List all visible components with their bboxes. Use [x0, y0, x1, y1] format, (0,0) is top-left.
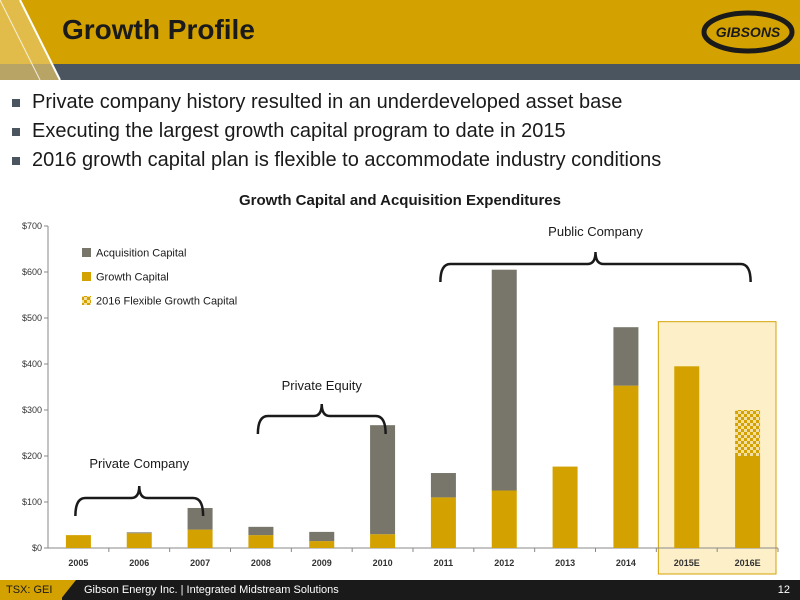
gibson-logo: GIBSONS — [701, 10, 795, 54]
bar-acquisition-capital — [370, 425, 396, 535]
bar-acquisition-capital — [491, 269, 517, 491]
bar-acquisition-capital — [309, 531, 335, 542]
x-tick-label: 2013 — [555, 558, 575, 568]
x-tick-label: 2012 — [494, 558, 514, 568]
footer-divider — [60, 580, 76, 600]
annotation-label: Private Company — [89, 456, 189, 471]
bullet-marker-icon — [12, 98, 20, 107]
bar-growth-capital — [126, 533, 152, 548]
y-tick-label: $600 — [22, 267, 42, 277]
x-tick-label: 2016E — [735, 558, 761, 568]
x-tick-label: 2006 — [129, 558, 149, 568]
bar-growth-capital — [65, 535, 91, 548]
y-tick-label: $0 — [32, 543, 42, 553]
annotation-label: Private Equity — [282, 378, 363, 393]
y-tick-label: $500 — [22, 313, 42, 323]
bar-growth-capital — [552, 466, 578, 548]
y-tick-label: $400 — [22, 359, 42, 369]
bar-acquisition-capital — [430, 473, 456, 498]
legend-label: Growth Capital — [96, 272, 169, 284]
logo-text: GIBSONS — [716, 24, 781, 40]
bullet-marker-icon — [12, 156, 20, 165]
bar-flexible-growth-capital — [735, 410, 761, 456]
x-tick-label: 2015E — [674, 558, 700, 568]
bullet-item: Executing the largest growth capital pro… — [8, 117, 798, 146]
bar-growth-capital — [613, 385, 639, 548]
bullet-item: 2016 growth capital plan is flexible to … — [8, 146, 798, 175]
bar-growth-capital — [187, 529, 213, 548]
annotation-label: Public Company — [548, 224, 643, 239]
footer-bar: TSX: GEI Gibson Energy Inc. | Integrated… — [0, 580, 800, 600]
bar-growth-capital — [735, 456, 761, 548]
page-title: Growth Profile — [62, 14, 255, 45]
x-tick-label: 2007 — [190, 558, 210, 568]
y-tick-label: $100 — [22, 497, 42, 507]
bullet-item: Private company history resulted in an u… — [8, 88, 798, 117]
ticker-label: TSX: GEI — [0, 580, 62, 600]
header-decoration — [0, 0, 61, 80]
bullet-text: Executing the largest growth capital pro… — [32, 120, 566, 142]
y-tick-label: $200 — [22, 451, 42, 461]
bar-growth-capital — [430, 497, 456, 548]
legend-swatch — [82, 272, 91, 281]
y-tick-label: $700 — [22, 221, 42, 231]
x-tick-label: 2011 — [434, 558, 454, 568]
bar-growth-capital — [248, 535, 274, 548]
legend-label: 2016 Flexible Growth Capital — [96, 296, 237, 308]
bullet-list: Private company history resulted in an u… — [8, 88, 798, 175]
x-tick-label: 2009 — [312, 558, 332, 568]
annotation-brace — [256, 403, 387, 435]
bar-growth-capital — [370, 534, 396, 548]
bar-growth-capital — [674, 366, 700, 548]
bar-growth-capital — [309, 541, 335, 548]
bar-acquisition-capital — [187, 507, 213, 530]
header-bar — [0, 0, 800, 64]
x-tick-label: 2008 — [251, 558, 271, 568]
bullet-text: 2016 growth capital plan is flexible to … — [32, 149, 662, 171]
x-tick-label: 2010 — [373, 558, 393, 568]
legend-swatch — [82, 296, 91, 305]
annotation-brace — [74, 485, 205, 517]
y-tick-label: $300 — [22, 405, 42, 415]
bullet-marker-icon — [12, 127, 20, 136]
x-tick-label: 2005 — [68, 558, 88, 568]
bar-acquisition-capital — [248, 526, 274, 536]
chart-title: Growth Capital and Acquisition Expenditu… — [239, 192, 561, 209]
annotation-brace — [439, 251, 752, 283]
bar-chart: $0 $100 $200 $300 $400 $500 $600 $700 2005 2006 20… — [22, 221, 779, 575]
company-tagline: Gibson Energy Inc. | Integrated Midstrea… — [84, 584, 339, 596]
x-tick-label: 2014 — [616, 558, 636, 568]
bar-acquisition-capital — [126, 532, 152, 534]
legend-swatch — [82, 248, 91, 257]
page-number: 12 — [777, 584, 790, 596]
bar-growth-capital — [491, 490, 517, 548]
bar-acquisition-capital — [613, 327, 639, 386]
legend-label: Acquisition Capital — [96, 248, 187, 260]
bullet-text: Private company history resulted in an u… — [32, 91, 623, 113]
header-stripe — [0, 64, 800, 80]
